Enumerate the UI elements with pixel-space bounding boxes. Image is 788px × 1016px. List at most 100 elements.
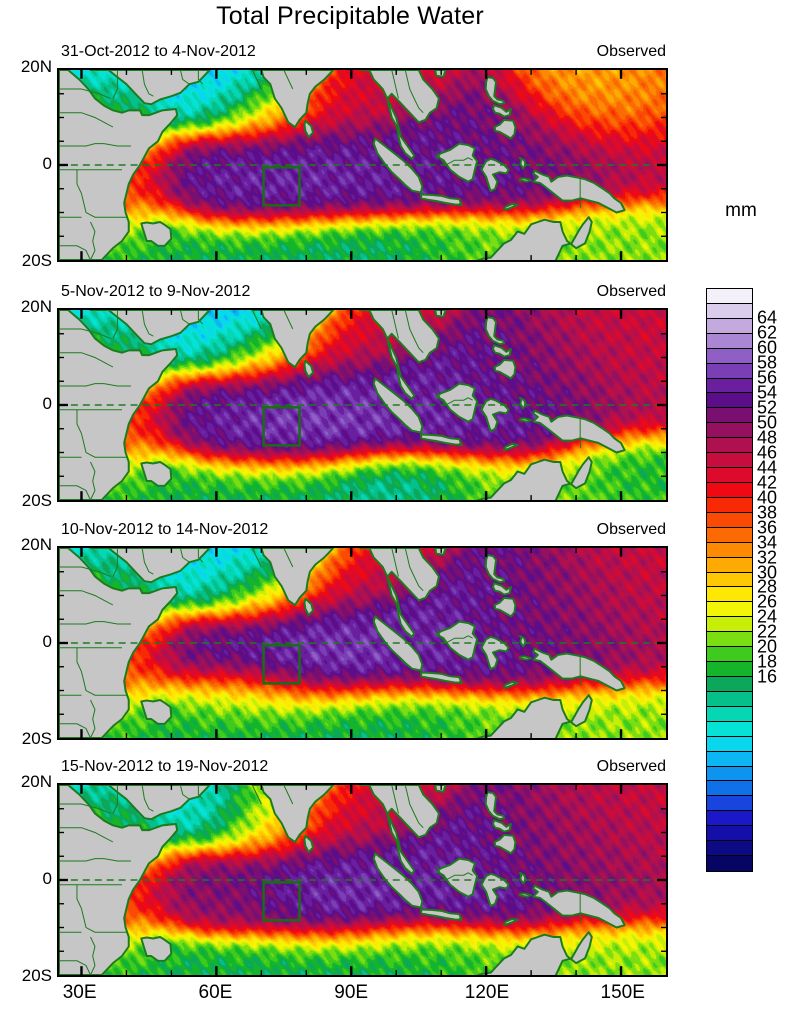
x-axis-label: 90E [334, 982, 369, 1003]
panel-title: 31-Oct-2012 to 4-Nov-2012 [61, 43, 256, 60]
colorbar-band [707, 617, 752, 633]
coastline-seasia [359, 548, 440, 638]
colorbar-tick-label: 24 [757, 606, 778, 627]
border-line [90, 461, 96, 500]
border-line [458, 680, 462, 684]
panel-plot-area[interactable] [57, 546, 668, 740]
border-line [59, 112, 114, 128]
colorbar-band [707, 706, 752, 722]
border-line [197, 548, 204, 563]
panel-source-label: Observed [596, 283, 666, 300]
border-line [197, 70, 204, 85]
colorbar-band [707, 468, 752, 483]
border-line [59, 590, 114, 606]
border-line [179, 785, 190, 800]
colorbar-band [707, 363, 752, 379]
colorbar-band [707, 826, 752, 842]
y-axis-label: 20N [20, 772, 52, 791]
border-line [391, 70, 399, 99]
coastline-borneo [435, 857, 479, 898]
border-line [391, 310, 399, 339]
analysis-region-box [262, 406, 301, 447]
colorbar-band [707, 333, 752, 349]
axis-ticks [59, 310, 666, 500]
colorbar-band [707, 303, 752, 319]
map-panel-1: 31-Oct-2012 to 4-Nov-2012 Observed [57, 43, 668, 262]
coastline-madagascar [140, 699, 173, 725]
colorbar-tick-label: 32 [757, 547, 778, 568]
border-line [59, 143, 131, 147]
y-axis-label: 20N [20, 57, 52, 76]
coastline-australia_nw [476, 694, 593, 738]
border-line [59, 88, 111, 99]
border-line [404, 70, 424, 114]
colorbar-tick-label: 44 [757, 457, 778, 478]
border-line [283, 785, 294, 805]
coastline-philippines_mindanao [493, 118, 517, 140]
border-line [141, 548, 154, 575]
coastline-java [419, 908, 463, 921]
panel-plot-area[interactable] [57, 783, 668, 977]
coastline-hainan [434, 548, 447, 556]
border-line [76, 409, 127, 458]
border-line [283, 70, 294, 90]
political-borders [59, 70, 582, 260]
colorbar-band [707, 497, 752, 513]
coastline-hainan [434, 70, 447, 78]
colorbar-band [707, 811, 752, 827]
coastline-newguinea [532, 884, 626, 929]
coastline-india [251, 548, 335, 606]
colorbar[interactable] [706, 288, 753, 872]
panel-plot-area[interactable] [57, 68, 668, 262]
colorbar-band [707, 289, 752, 304]
y-axis-label: 20S [21, 729, 52, 748]
border-line [59, 723, 91, 738]
colorbar-band [707, 542, 752, 558]
coastline-madagascar [140, 461, 173, 487]
border-line [59, 485, 91, 500]
border-line [59, 352, 114, 368]
colorbar-band [707, 512, 752, 528]
border-line [179, 310, 190, 325]
border-line [179, 70, 190, 85]
x-axis-label: 120E [464, 982, 510, 1003]
coastline-others_small [518, 655, 533, 661]
colorbar-band [707, 438, 752, 454]
border-line [59, 827, 114, 843]
coastline-philippines_luzon [484, 554, 506, 584]
border-line [404, 548, 424, 592]
border-line [59, 803, 111, 814]
coastline-sulawesi [480, 872, 510, 908]
coastline-java [419, 193, 463, 206]
y-axis-label: 20S [21, 491, 52, 510]
y-axis-label: 0 [42, 869, 52, 888]
coastline-others_small [518, 892, 533, 898]
border-line [251, 70, 262, 90]
border-line [141, 70, 154, 97]
colorbar-tick-label: 38 [757, 502, 778, 523]
coastline-halmahera [518, 156, 527, 170]
panel-plot-area[interactable] [57, 308, 668, 502]
coastline-philippines_mindanao [493, 358, 517, 380]
colorbar-tick-label: 26 [757, 591, 778, 612]
border-line [436, 390, 473, 406]
colorbar-tick-label: 28 [757, 576, 778, 597]
border-line [391, 785, 399, 814]
map-overlay [59, 310, 666, 500]
coastline-india [251, 310, 335, 368]
landmasses [59, 310, 626, 500]
colorbar-tick-label: 36 [757, 517, 778, 538]
colorbar-band [707, 482, 752, 498]
colorbar-band [707, 378, 752, 394]
border-line [458, 442, 462, 446]
coastline-africa [59, 785, 179, 975]
colorbar-band [707, 841, 752, 857]
coastline-newguinea [532, 169, 626, 214]
coastline-africa [59, 310, 179, 500]
coastline-australia_nw [476, 931, 593, 975]
colorbar-tick-labels: 64 62 60 58 56 54 52 50 48 46 44 42 40 38 36 34 32 30 28 26… [757, 288, 788, 872]
colorbar-band [707, 572, 752, 588]
coastline-philippines_luzon [484, 76, 506, 106]
colorbar-tick-label: 50 [757, 412, 778, 433]
